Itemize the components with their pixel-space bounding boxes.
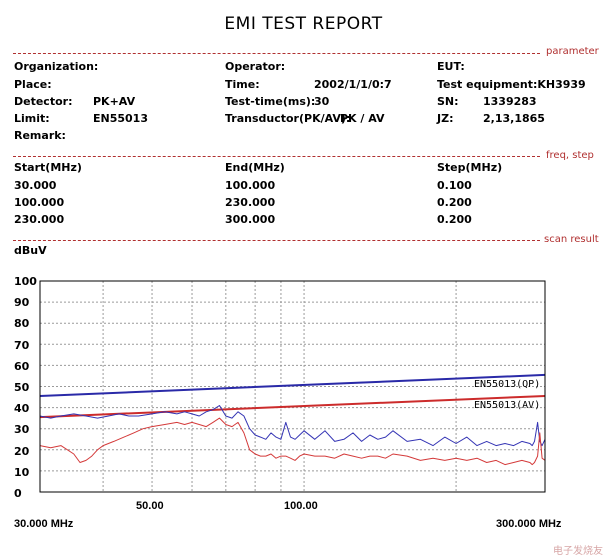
x-end-label: 300.000 MHz (496, 518, 562, 530)
y-tick-60: 60 (14, 360, 30, 373)
parameter-divider (13, 53, 540, 54)
testtime-value: 30 (314, 95, 330, 108)
y-tick-30: 30 (14, 423, 30, 436)
qp-limit-line (39, 373, 546, 397)
y-tick-10: 10 (14, 466, 30, 479)
time-value: 2002/1/1/0:7 (314, 78, 392, 91)
detector-value: PK+AV (93, 95, 136, 108)
detector-label: Detector: (14, 95, 73, 108)
transductor-label: Transductor(PK/AV): (225, 112, 351, 125)
place-label: Place: (14, 78, 52, 91)
end-freq-header: End(MHz) (225, 161, 285, 174)
x-tick-100: 100.00 (284, 500, 318, 512)
freq-row-3-end: 300.000 (225, 213, 276, 226)
y-tick-40: 40 (14, 402, 30, 415)
limit-label: Limit: (14, 112, 50, 125)
y-tick-90: 90 (14, 296, 30, 309)
transductor-value: PK / AV (340, 112, 385, 125)
jz-value: 2,13,1865 (483, 112, 545, 125)
freq-row-1-start: 30.000 (14, 179, 57, 192)
time-label: Time: (225, 78, 260, 91)
average-trace (39, 417, 546, 466)
y-tick-70: 70 (14, 339, 30, 352)
scan-result-divider (13, 240, 540, 241)
y-axis-label: dBuV (14, 244, 47, 257)
report-title: EMI TEST REPORT (224, 14, 383, 34)
remark-label: Remark: (14, 129, 66, 142)
freq-row-1-end: 100.000 (225, 179, 276, 192)
operator-label: Operator: (225, 60, 286, 73)
freq-row-2-end: 230.000 (225, 196, 276, 209)
y-tick-80: 80 (14, 317, 30, 330)
freq-row-3-step: 0.200 (437, 213, 472, 226)
sn-value: 1339283 (483, 95, 537, 108)
eut-label: EUT: (437, 60, 465, 73)
testtime-label: Test-time(ms): (225, 95, 316, 108)
limit-value: EN55013 (93, 112, 148, 125)
start-freq-header: Start(MHz) (14, 161, 82, 174)
organization-label: Organization: (14, 60, 99, 73)
x-tick-50: 50.00 (136, 500, 164, 512)
test-equipment-label: Test equipment:KH3939 (437, 78, 586, 91)
qp-limit-label: EN55013(QP) (474, 379, 540, 390)
x-start-label: 30.000 MHz (14, 518, 74, 530)
freq-row-2-step: 0.200 (437, 196, 472, 209)
av-limit-line (39, 395, 546, 419)
peak-trace (39, 405, 546, 447)
watermark-logo: 电子发烧友 (553, 546, 603, 557)
freq-row-1-step: 0.100 (437, 179, 472, 192)
y-tick-100: 100 (14, 275, 37, 288)
av-limit-label: EN55013(AV) (474, 400, 540, 411)
freq-row-3-start: 230.000 (14, 213, 65, 226)
scan-result-section-tag: scan result (544, 234, 599, 245)
y-tick-50: 50 (14, 381, 30, 394)
y-tick-0: 0 (14, 487, 22, 500)
y-tick-20: 20 (14, 445, 30, 458)
parameter-section-tag: parameter (546, 46, 599, 57)
step-freq-header: Step(MHz) (437, 161, 503, 174)
freq-row-2-start: 100.000 (14, 196, 65, 209)
freq-step-section-tag: freq, step (546, 150, 594, 161)
sn-label: SN: (437, 95, 459, 108)
freq-step-divider (13, 156, 540, 157)
jz-label: JZ: (437, 112, 454, 125)
